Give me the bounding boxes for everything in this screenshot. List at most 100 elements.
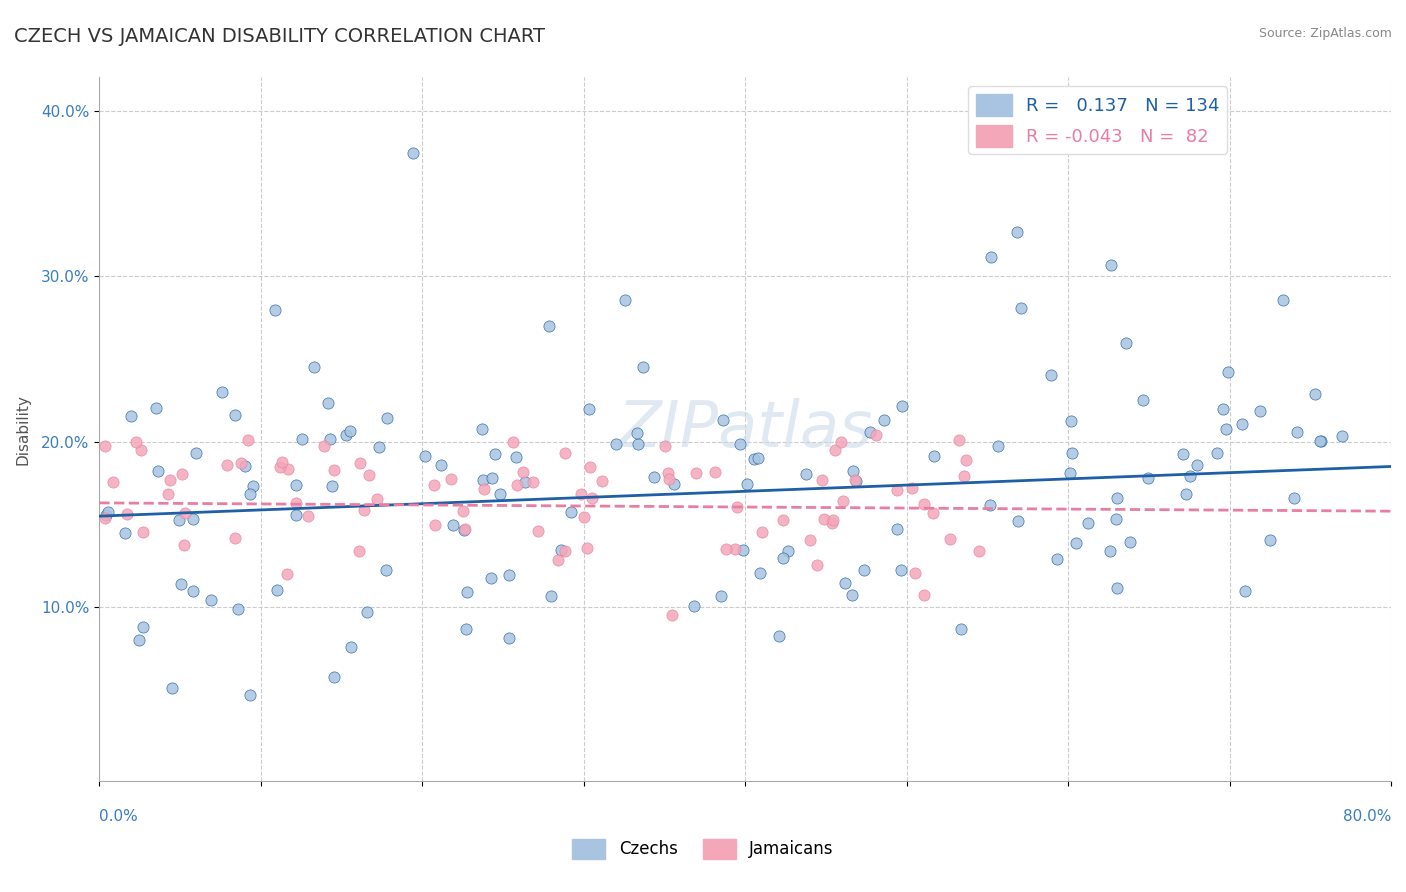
Point (269, 460, 291, 475)
Point (834, 576, 856, 591)
Point (845, 474, 868, 488)
Point (291, 432, 314, 446)
Point (1232, 417, 1254, 432)
Point (591, 474, 613, 488)
Point (1212, 402, 1234, 417)
Point (569, 487, 592, 501)
Point (1007, 225, 1029, 239)
Point (912, 588, 935, 602)
Text: 0.0%: 0.0% (100, 809, 138, 824)
Point (576, 541, 599, 556)
Legend: R =   0.137   N = 134, R = -0.043   N =  82: R = 0.137 N = 134, R = -0.043 N = 82 (969, 87, 1227, 154)
Point (224, 408, 246, 422)
Point (704, 465, 727, 479)
Point (865, 428, 887, 442)
Point (1010, 301, 1032, 315)
Point (430, 458, 453, 472)
Point (950, 622, 973, 636)
Point (890, 563, 912, 577)
Point (339, 424, 361, 438)
Point (1105, 491, 1128, 505)
Point (323, 670, 346, 684)
Point (375, 563, 398, 577)
Point (891, 400, 914, 414)
Point (356, 605, 378, 619)
Point (560, 505, 582, 519)
Point (724, 542, 747, 557)
Point (242, 479, 264, 493)
Point (453, 524, 475, 538)
Point (614, 293, 637, 308)
Point (749, 566, 772, 580)
Point (129, 442, 152, 457)
Point (1064, 535, 1087, 549)
Y-axis label: Disability: Disability (15, 393, 30, 465)
Point (633, 359, 655, 374)
Point (661, 607, 683, 622)
Point (912, 497, 935, 511)
Point (747, 450, 769, 465)
Point (578, 460, 600, 475)
Point (174, 506, 197, 520)
Point (145, 401, 167, 416)
Point (423, 477, 446, 491)
Point (340, 640, 363, 655)
Point (1107, 581, 1129, 595)
Point (605, 437, 627, 451)
Point (987, 439, 1010, 453)
Point (627, 437, 650, 451)
Point (581, 491, 603, 506)
Point (131, 620, 153, 634)
Point (321, 479, 343, 493)
Point (224, 532, 246, 546)
Point (162, 681, 184, 695)
Point (768, 629, 790, 643)
Point (1331, 429, 1354, 443)
Point (554, 544, 576, 558)
Point (948, 434, 970, 448)
Point (830, 434, 852, 449)
Point (806, 558, 828, 572)
Point (173, 538, 195, 552)
Point (776, 544, 799, 558)
Point (626, 425, 648, 440)
Point (710, 589, 733, 603)
Point (1077, 516, 1099, 530)
Point (714, 541, 737, 556)
Point (1216, 366, 1239, 380)
Point (547, 553, 569, 567)
Point (479, 571, 502, 585)
Point (264, 302, 287, 317)
Text: CZECH VS JAMAICAN DISABILITY CORRELATION CHART: CZECH VS JAMAICAN DISABILITY CORRELATION… (14, 27, 546, 45)
Point (772, 550, 794, 565)
Point (742, 451, 765, 466)
Point (955, 453, 977, 467)
Point (662, 477, 685, 491)
Point (186, 446, 208, 460)
Point (859, 425, 882, 440)
Point (1233, 584, 1256, 599)
Point (1215, 421, 1237, 435)
Point (554, 446, 576, 460)
Point (505, 450, 527, 464)
Point (1284, 491, 1306, 506)
Point (312, 439, 335, 453)
Point (1118, 535, 1140, 549)
Point (1007, 514, 1029, 528)
Point (226, 602, 249, 616)
Point (842, 463, 865, 477)
Point (1249, 403, 1271, 417)
Point (318, 396, 340, 410)
Point (239, 487, 262, 501)
Point (181, 583, 204, 598)
Point (349, 456, 371, 470)
Text: Source: ZipAtlas.com: Source: ZipAtlas.com (1258, 27, 1392, 40)
Point (132, 524, 155, 539)
Point (471, 473, 494, 487)
Point (266, 583, 288, 598)
Point (366, 492, 388, 507)
Point (685, 466, 707, 480)
Point (574, 509, 596, 524)
Point (1059, 414, 1081, 428)
Legend: Czechs, Jamaicans: Czechs, Jamaicans (565, 832, 841, 866)
